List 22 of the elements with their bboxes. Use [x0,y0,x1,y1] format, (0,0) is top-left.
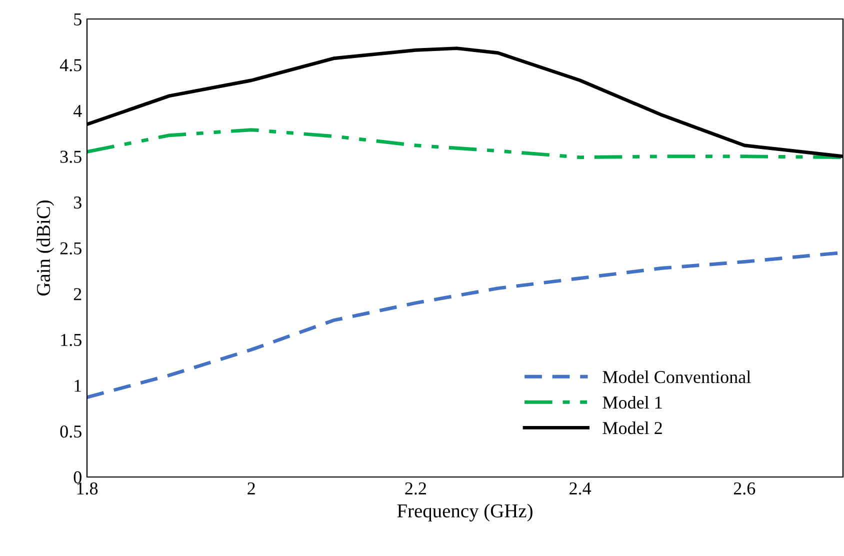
legend-label: Model 2 [602,421,662,434]
line-series [87,128,843,160]
y-tick-label: 1 [74,380,82,392]
x-tick-label: 2.6 [734,482,756,495]
y-tick-label: 0.5 [60,425,82,438]
legend-label: Model Conventional [602,370,751,384]
x-axis-title: Frequency (GHz) [397,504,532,522]
y-tick-label: 5 [74,13,82,26]
x-tick-label: 2.4 [570,482,592,495]
y-tick-label: 3.5 [60,150,82,163]
y-tick-label: 3 [74,196,82,209]
y-tick-label: 0 [74,471,82,484]
y-tick-label: 2 [74,288,82,300]
x-tick-label: 2.2 [405,482,426,495]
y-tick-label: 2.5 [60,242,82,255]
x-tick-label: 1.8 [77,482,98,495]
y-tick-label: 4 [73,104,82,117]
x-tick-label: 2 [248,482,255,494]
y-tick-label: 4.5 [60,59,82,72]
legend-label: Model 1 [602,396,662,409]
y-axis-title: Gain (dBiC) [36,200,54,296]
y-tick-label: 1.5 [61,334,82,346]
